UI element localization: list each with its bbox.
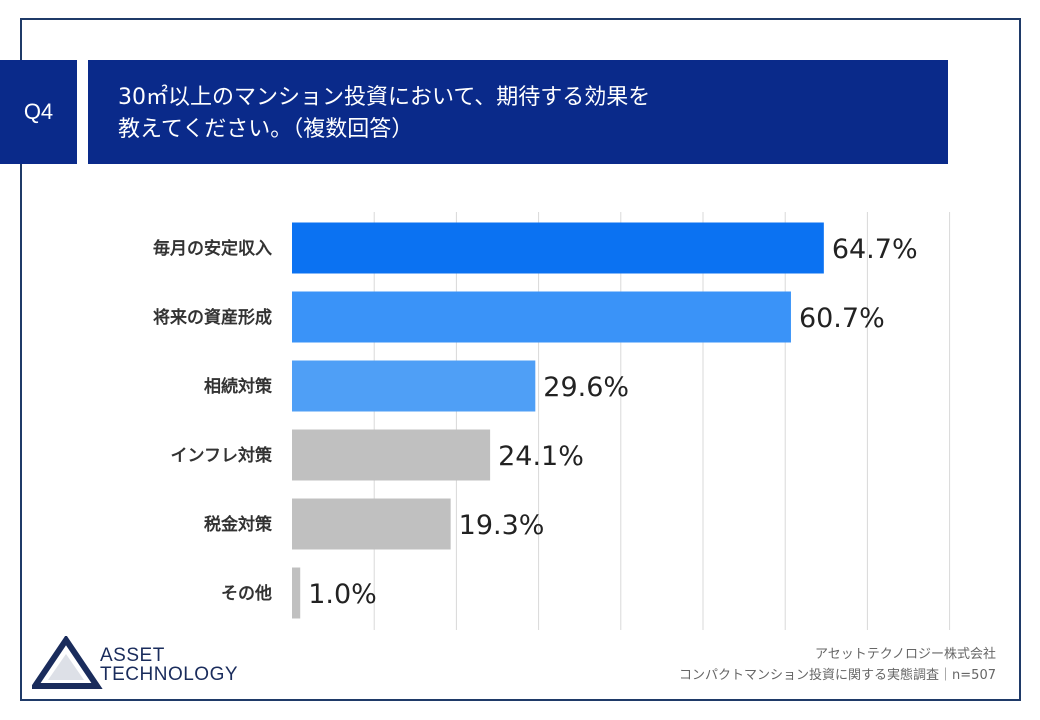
- question-badge: Q4: [0, 60, 77, 164]
- category-label: その他: [221, 583, 272, 604]
- question-title: 30㎡以上のマンション投資において、期待する効果を 教えてください。（複数回答）: [88, 60, 948, 164]
- bar: [292, 222, 824, 274]
- bar: [292, 567, 301, 619]
- category-label: 将来の資産形成: [153, 307, 272, 328]
- question-title-line-1: 30㎡以上のマンション投資において、期待する効果を: [118, 85, 651, 110]
- value-label: 1.0%: [308, 579, 377, 610]
- logo-line-1: ASSET: [100, 645, 165, 666]
- bar: [292, 498, 451, 550]
- category-label: 税金対策: [204, 514, 273, 535]
- value-label: 19.3%: [459, 510, 545, 541]
- bar: [292, 291, 791, 343]
- category-label: 毎月の安定収入: [153, 238, 272, 259]
- value-label: 29.6%: [543, 372, 629, 403]
- bar: [292, 360, 536, 412]
- source-survey: コンパクトマンション投資に関する実態調査｜n=507: [679, 668, 996, 683]
- bar: [292, 429, 491, 481]
- logo-line-2: TECHNOLOGY: [100, 664, 239, 685]
- value-label: 64.7%: [832, 234, 918, 265]
- value-label: 60.7%: [799, 303, 885, 334]
- asset-technology-logo: [32, 636, 103, 689]
- logo-wordmark: ASSET TECHNOLOGY: [100, 646, 238, 684]
- question-title-line-2: 教えてください。（複数回答）: [118, 117, 414, 142]
- value-label: 24.1%: [498, 441, 584, 472]
- category-label: 相続対策: [204, 376, 273, 397]
- category-label: インフレ対策: [171, 445, 273, 466]
- source-note: アセットテクノロジー株式会社 コンパクトマンション投資に関する実態調査｜n=50…: [679, 644, 996, 686]
- source-company: アセットテクノロジー株式会社: [815, 647, 996, 662]
